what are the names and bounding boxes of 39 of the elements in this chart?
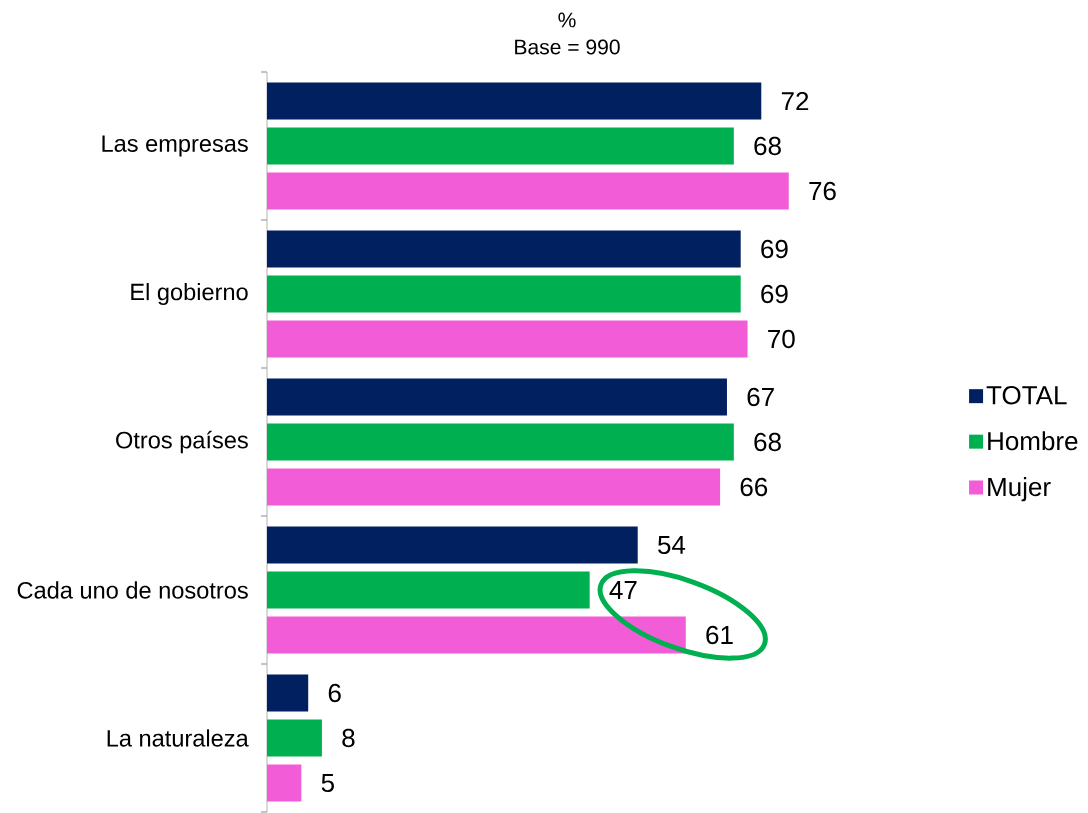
bar: [267, 526, 638, 564]
bar: [267, 172, 789, 210]
data-label: 70: [768, 329, 795, 349]
data-label: 61: [706, 625, 733, 645]
bar: [267, 423, 734, 461]
text: Base = 990: [515, 39, 620, 55]
data-label: 76: [809, 181, 836, 201]
data-label: 8: [342, 728, 355, 748]
data-label: 72: [781, 91, 809, 111]
bar: [267, 230, 741, 268]
y-tick-label: Cada uno de nosotros: [17, 581, 248, 599]
data-label: 47: [609, 581, 637, 599]
bar: [267, 674, 309, 712]
data-label: 69: [761, 284, 788, 304]
chart-subtitle: %: [558, 12, 576, 28]
data-label: 5: [321, 773, 334, 793]
data-label: 6: [328, 683, 341, 703]
legend-label: Mujer: [988, 477, 1051, 502]
bar: [267, 468, 721, 506]
bar: [267, 275, 741, 313]
bar: [267, 571, 590, 609]
legend-label: Hombre: [988, 431, 1078, 451]
bar: [267, 719, 322, 757]
data-label: 68: [754, 432, 781, 452]
data-label: 68: [754, 136, 781, 156]
data-label: 67: [747, 387, 774, 407]
bar: [267, 320, 748, 358]
bar: [267, 82, 762, 120]
legend-label: TOTAL: [986, 386, 1067, 405]
y-tick-label: La naturaleza: [107, 729, 249, 747]
bar: [267, 127, 734, 165]
bar: [267, 764, 302, 802]
y-tick-label: Otros países: [116, 430, 248, 454]
y-tick-label: Las empresas: [102, 135, 248, 157]
data-label: 54: [658, 535, 686, 555]
y-tick-label: El gobierno: [131, 283, 248, 305]
bar: [267, 378, 727, 416]
data-label: 66: [740, 477, 768, 497]
data-label: 69: [761, 239, 788, 259]
